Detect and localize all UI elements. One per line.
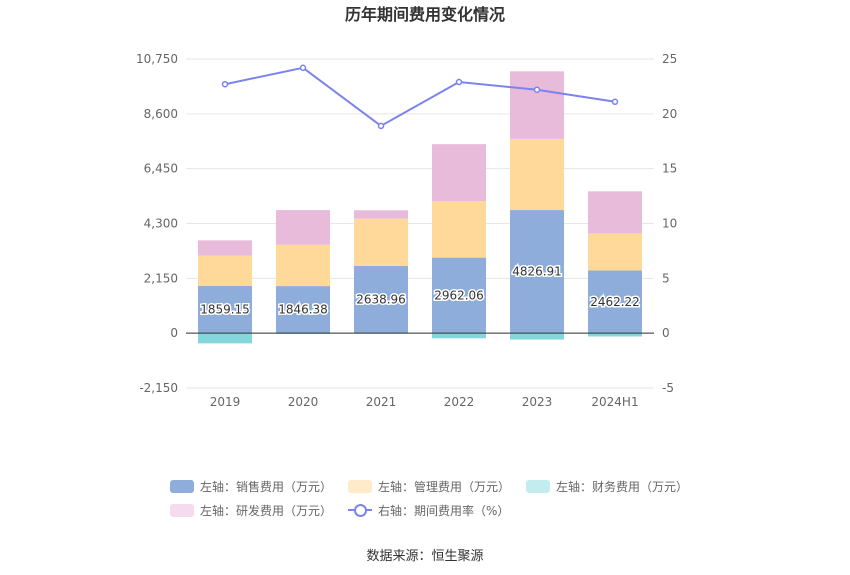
- bar-rd-2020: [276, 210, 330, 245]
- x-tick-label: 2020: [288, 395, 319, 409]
- legend-label-sales: 左轴：销售费用（万元）: [200, 479, 333, 494]
- data-label-sales-2019: 1859.15: [200, 302, 250, 316]
- x-tick-label: 2019: [210, 395, 241, 409]
- rate-point-2022: [455, 78, 463, 86]
- axis-layer: 10,750 8,600 6,450 4,300 2,150 0 -2,150 25 20 15 1…: [136, 52, 677, 409]
- right-tick-label: 25: [662, 52, 677, 66]
- x-tick-label: 2021: [366, 395, 397, 409]
- legend-label-admin: 左轴：管理费用（万元）: [378, 479, 511, 494]
- x-tick-label: 2024H1: [591, 395, 638, 409]
- legend-item-rate[interactable]: 右轴：期间费用率（%）: [348, 502, 509, 519]
- left-tick-label: 8,600: [144, 107, 178, 121]
- legend-swatch-admin: [348, 479, 373, 493]
- legend-swatch-finance: [526, 479, 551, 493]
- left-tick-label: 4,300: [144, 217, 178, 231]
- left-tick-label: 0: [170, 326, 178, 340]
- bar-finance-2024H1: [588, 333, 642, 337]
- legend-swatch-rd: [170, 503, 194, 517]
- legend-label-rate: 右轴：期间费用率（%）: [378, 503, 510, 518]
- legend-swatch-sales: [170, 479, 194, 493]
- rate-line: [224, 66, 616, 128]
- bar-sales-2023: [510, 210, 564, 334]
- bar-finance-2022: [432, 333, 486, 339]
- left-tick-label: -2,150: [139, 381, 178, 395]
- right-tick-label: 15: [662, 162, 677, 176]
- bar-rd-2023: [510, 71, 564, 139]
- data-source: 数据来源：恒生聚源: [366, 549, 484, 564]
- right-tick-label: 10: [662, 217, 677, 231]
- bar-sales-2020: [276, 286, 330, 334]
- bar-rd-2022: [432, 144, 486, 202]
- data-label-sales-2021: 2638.96: [356, 293, 406, 307]
- right-tick-label: 20: [662, 107, 677, 121]
- data-label-sales-2022: 2962.06: [434, 288, 484, 302]
- left-tick-label: 2,150: [144, 271, 178, 285]
- left-tick-label: 10,750: [136, 52, 178, 66]
- left-tick-label: 6,450: [144, 162, 178, 176]
- bar-admin-2020: [276, 244, 330, 287]
- data-label-sales-2024H1: 2462.22: [590, 295, 640, 309]
- x-tick-label: 2023: [522, 395, 553, 409]
- rate-point-2023: [533, 86, 541, 93]
- legend-swatch-rate: [348, 503, 373, 517]
- bars-layer: [198, 71, 642, 344]
- bar-sales-2021: [354, 265, 408, 334]
- data-label-sales-2023: 4826.91: [512, 265, 562, 279]
- bar-finance-2019: [198, 333, 252, 344]
- bar-finance-2023: [510, 333, 564, 340]
- bar-admin-2019: [198, 255, 252, 286]
- bar-admin-2021: [354, 218, 408, 266]
- right-tick-label: -5: [662, 381, 674, 395]
- bar-admin-2023: [510, 138, 564, 211]
- bar-sales-2024H1: [588, 270, 642, 334]
- bar-admin-2024H1: [588, 233, 642, 271]
- right-tick-label: 0: [662, 326, 670, 340]
- rate-point-2020: [299, 64, 307, 72]
- rate-point-2019: [221, 80, 229, 88]
- legend-item-sales[interactable]: 左轴：销售费用（万元）: [170, 478, 332, 495]
- legend: 左轴：销售费用（万元） 左轴：管理费用（万元） 左轴：财务费用（万元） 左轴：研…: [170, 474, 690, 522]
- bar-rd-2019: [198, 240, 252, 256]
- rate-point-2021: [377, 122, 385, 130]
- legend-label-rd: 左轴：研发费用（万元）: [200, 503, 333, 518]
- line-layer: [221, 64, 619, 130]
- bar-admin-2022: [432, 201, 486, 258]
- data-label-sales-2020: 1846.38: [278, 303, 328, 317]
- bar-rd-2024H1: [588, 191, 642, 234]
- legend-item-admin[interactable]: 左轴：管理费用（万元）: [348, 478, 510, 495]
- right-tick-label: 5: [662, 271, 670, 285]
- legend-item-finance[interactable]: 左轴：财务费用（万元）: [526, 478, 688, 495]
- chart-title: 历年期间费用变化情况: [345, 5, 505, 24]
- bar-sales-2022: [432, 257, 486, 334]
- x-tick-label: 2022: [444, 395, 475, 409]
- labels-layer: 1859.15 1846.38 2638.96 2962.06 4826.91 2462.…: [199, 263, 642, 318]
- bar-sales-2019: [198, 285, 252, 334]
- grid-layer: [186, 58, 654, 389]
- rate-point-2024H1: [611, 98, 619, 106]
- legend-label-finance: 左轴：财务费用（万元）: [556, 479, 689, 494]
- bar-rd-2021: [354, 210, 408, 219]
- legend-item-rd[interactable]: 左轴：研发费用（万元）: [170, 502, 332, 519]
